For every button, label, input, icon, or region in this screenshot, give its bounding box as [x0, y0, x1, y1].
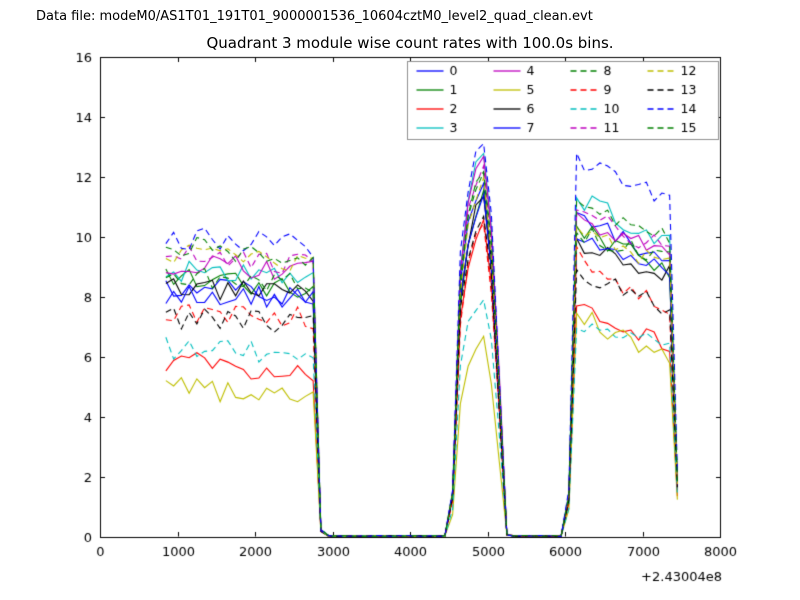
chart-title: Quadrant 3 module wise count rates with … — [206, 34, 614, 52]
data-file-label: Data file: modeM0/AS1T01_191T01_90000015… — [36, 9, 593, 24]
